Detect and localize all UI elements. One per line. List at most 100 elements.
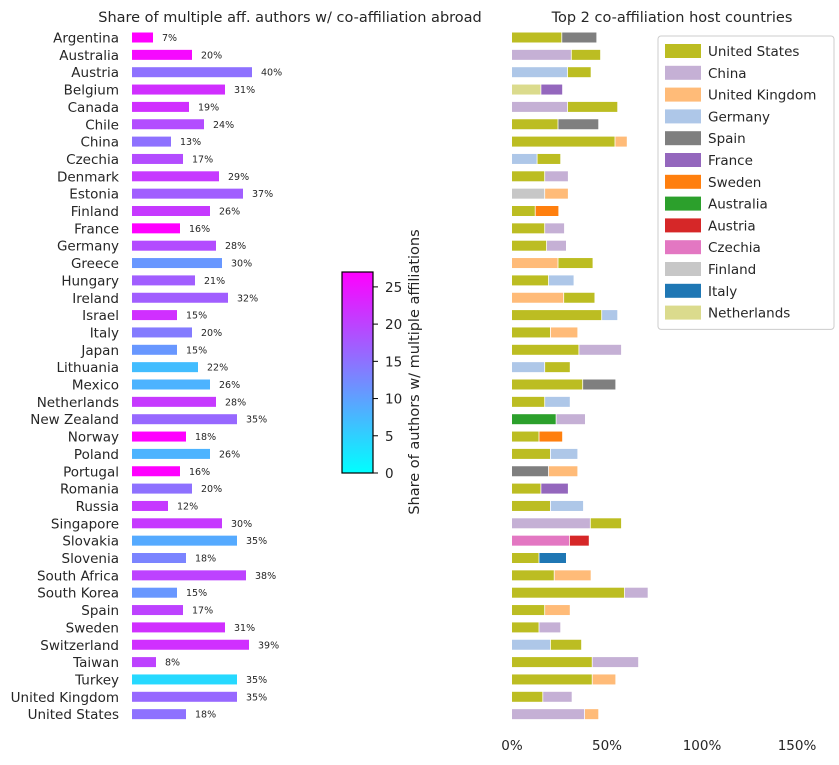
segment-singapore-united-states bbox=[590, 518, 622, 529]
segment-germany-china bbox=[547, 240, 566, 251]
bar-denmark bbox=[132, 171, 219, 182]
legend-label-sweden: Sweden bbox=[708, 175, 761, 191]
bar-united-states bbox=[132, 709, 186, 720]
segment-russia-united-states bbox=[512, 500, 550, 511]
segment-netherlands-united-states bbox=[512, 396, 545, 407]
legend-label-united-states: United States bbox=[708, 44, 799, 60]
segment-italy-united-kingdom bbox=[550, 327, 578, 338]
colorbar-tick-label-15: 15 bbox=[385, 354, 402, 370]
segment-czechia-germany bbox=[512, 153, 537, 164]
segment-spain-united-states bbox=[512, 605, 545, 616]
value-label-slovenia: 18% bbox=[195, 554, 216, 565]
value-label-russia: 12% bbox=[177, 501, 198, 512]
segment-spain-united-kingdom bbox=[545, 605, 570, 616]
segment-denmark-china bbox=[545, 171, 568, 182]
colorbar-tick-label-10: 10 bbox=[385, 392, 402, 408]
country-label-australia: Australia bbox=[59, 48, 119, 64]
colorbar-tick-label-0: 0 bbox=[385, 466, 394, 482]
value-label-austria: 40% bbox=[261, 68, 282, 79]
segment-portugal-spain bbox=[512, 466, 549, 477]
country-label-romania: Romania bbox=[60, 482, 119, 498]
country-label-greece: Greece bbox=[71, 256, 119, 272]
segment-singapore-china bbox=[512, 518, 590, 529]
legend-swatch-china bbox=[665, 65, 701, 80]
segment-south-korea-united-states bbox=[512, 587, 625, 598]
segment-new-zealand-australia bbox=[512, 414, 556, 425]
value-label-south-korea: 15% bbox=[186, 588, 207, 599]
legend-frame bbox=[657, 35, 835, 330]
country-label-poland: Poland bbox=[74, 447, 119, 463]
segment-slovakia-czechia bbox=[512, 535, 569, 546]
bar-slovenia bbox=[132, 553, 186, 563]
segment-estonia-united-kingdom bbox=[545, 188, 568, 199]
segment-mexico-united-states bbox=[512, 379, 583, 390]
value-label-united-kingdom: 35% bbox=[246, 692, 267, 703]
segment-south-korea-china bbox=[624, 587, 648, 598]
segment-finland-sweden bbox=[535, 206, 559, 216]
segment-ireland-united-kingdom bbox=[512, 292, 564, 303]
segment-taiwan-united-states bbox=[512, 657, 592, 668]
bar-poland bbox=[132, 448, 210, 459]
bar-australia bbox=[132, 49, 192, 60]
value-label-sweden: 31% bbox=[234, 623, 255, 634]
segment-south-africa-united-states bbox=[512, 570, 554, 581]
left-bar-group: Argentina 7% Australia 20% Austria 40% Belgium… bbox=[11, 31, 282, 724]
value-label-hungary: 21% bbox=[204, 276, 225, 287]
country-label-belgium: Belgium bbox=[64, 83, 119, 99]
value-label-portugal: 16% bbox=[189, 467, 210, 478]
segment-israel-united-states bbox=[512, 310, 602, 321]
value-label-taiwan: 8% bbox=[165, 658, 180, 669]
legend-swatch-austria bbox=[665, 218, 701, 233]
right-x-axis: 0% 50% 100% 150% bbox=[501, 738, 816, 754]
segment-denmark-united-states bbox=[512, 171, 545, 182]
segment-argentina-united-states bbox=[512, 32, 562, 43]
bar-portugal bbox=[132, 466, 180, 477]
segment-switzerland-united-states bbox=[550, 639, 582, 650]
bar-netherlands bbox=[132, 396, 216, 407]
segment-japan-china bbox=[579, 344, 622, 355]
bar-estonia bbox=[132, 188, 243, 199]
bar-ireland bbox=[132, 292, 228, 303]
segment-norway-sweden bbox=[539, 431, 563, 442]
bar-south-korea bbox=[132, 587, 177, 598]
bar-switzerland bbox=[132, 639, 249, 650]
segment-argentina-spain bbox=[562, 32, 597, 43]
legend-swatch-australia bbox=[665, 196, 701, 211]
right-bar-group bbox=[512, 32, 648, 720]
country-label-denmark: Denmark bbox=[57, 169, 119, 185]
value-label-france: 16% bbox=[189, 224, 210, 235]
bar-france bbox=[132, 223, 180, 234]
segment-austria-germany bbox=[512, 67, 568, 78]
legend-label-czechia: Czechia bbox=[708, 240, 761, 256]
segment-slovenia-united-states bbox=[512, 553, 539, 563]
country-label-south-korea: South Korea bbox=[37, 586, 119, 602]
segment-czechia-united-states bbox=[537, 153, 561, 164]
segment-norway-united-states bbox=[512, 431, 539, 442]
country-label-france: France bbox=[74, 221, 119, 237]
value-label-belgium: 31% bbox=[234, 85, 255, 96]
value-label-norway: 18% bbox=[195, 432, 216, 443]
x-tick-label-1: 50% bbox=[592, 738, 622, 754]
value-label-estonia: 37% bbox=[252, 189, 273, 200]
country-label-netherlands: Netherlands bbox=[37, 395, 119, 411]
legend-label-austria: Austria bbox=[708, 218, 756, 234]
segment-poland-united-states bbox=[512, 448, 550, 459]
country-label-italy: Italy bbox=[90, 325, 119, 341]
segment-switzerland-germany bbox=[512, 639, 550, 650]
colorbar-ticks: 0 5 10 15 20 25 bbox=[373, 280, 402, 482]
bar-czechia bbox=[132, 153, 183, 164]
country-label-austria: Austria bbox=[71, 65, 119, 81]
country-label-taiwan: Taiwan bbox=[72, 655, 119, 671]
colorbar: 0 5 10 15 20 25 Share of authors w/ multiple … bbox=[341, 229, 423, 515]
bar-argentina bbox=[132, 32, 153, 43]
segment-chile-spain bbox=[558, 119, 599, 130]
value-label-greece: 30% bbox=[231, 259, 252, 270]
bar-spain bbox=[132, 605, 183, 616]
country-label-sweden: Sweden bbox=[66, 620, 119, 636]
country-label-argentina: Argentina bbox=[53, 31, 119, 47]
country-label-norway: Norway bbox=[68, 430, 119, 446]
country-label-china: China bbox=[80, 135, 119, 151]
legend-label-china: China bbox=[708, 66, 747, 82]
bar-finland bbox=[132, 206, 210, 216]
legend-label-netherlands: Netherlands bbox=[708, 306, 790, 322]
